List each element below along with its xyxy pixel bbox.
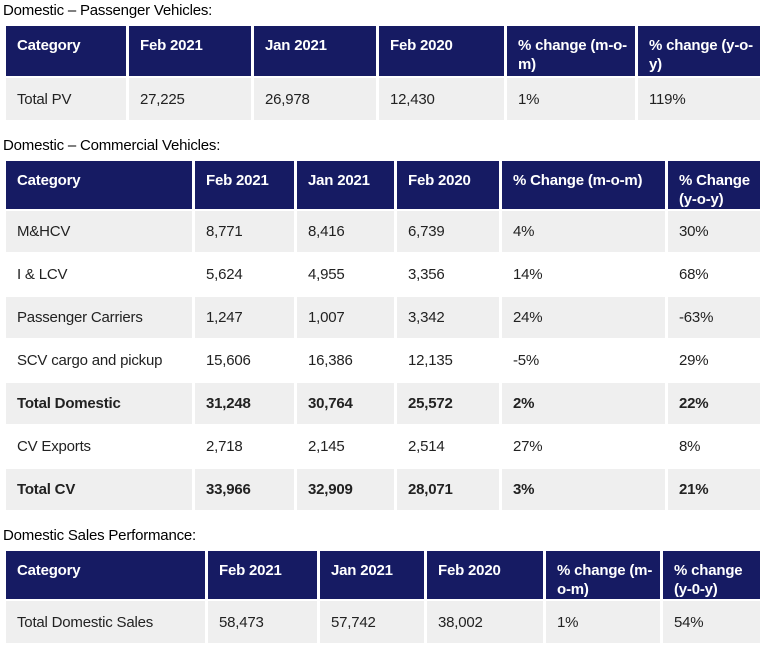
category-cell: Total CV	[3, 467, 195, 512]
category-cell: Total PV	[3, 76, 129, 122]
column-header-feb-2021: Feb 2021	[205, 549, 320, 601]
value-cell: 32,909	[294, 467, 397, 512]
value-cell: 30,764	[294, 381, 397, 426]
column-header-change-yoy: % Change (y-o-y)	[665, 159, 763, 211]
value-cell: 2,514	[394, 424, 502, 469]
table-row-total-domestic-sales: Total Domestic Sales 58,473 57,742 38,00…	[3, 599, 763, 645]
table-row-cv-exports: CV Exports 2,718 2,145 2,514 27% 8%	[3, 424, 763, 469]
category-cell: CV Exports	[3, 424, 195, 469]
value-cell: 4,955	[294, 252, 397, 297]
value-cell: 33,966	[192, 467, 297, 512]
value-cell: 12,430	[376, 76, 507, 122]
value-cell: 1%	[504, 76, 638, 122]
value-cell: 57,742	[317, 599, 427, 645]
value-cell: 8,416	[294, 209, 397, 254]
column-header-feb-2021: Feb 2021	[192, 159, 297, 211]
table-row-ilcv: I & LCV 5,624 4,955 3,356 14% 68%	[3, 252, 763, 297]
value-cell: 29%	[665, 338, 763, 383]
value-cell: 16,386	[294, 338, 397, 383]
vehicle-sales-report: Domestic – Passenger Vehicles: Category …	[3, 2, 763, 645]
value-cell: 30%	[665, 209, 763, 254]
value-cell: 31,248	[192, 381, 297, 426]
column-header-change-mom: % Change (m-o-m)	[499, 159, 668, 211]
value-cell: 1%	[543, 599, 663, 645]
value-cell: 1,007	[294, 295, 397, 340]
value-cell: 38,002	[424, 599, 546, 645]
value-cell: 8%	[665, 424, 763, 469]
table-row-passenger-carriers: Passenger Carriers 1,247 1,007 3,342 24%…	[3, 295, 763, 340]
section-title-domestic-sales-performance: Domestic Sales Performance:	[3, 527, 197, 544]
table-row-total-pv: Total PV 27,225 26,978 12,430 1% 119%	[3, 76, 763, 122]
category-cell: Total Domestic	[3, 381, 195, 426]
value-cell: 25,572	[394, 381, 502, 426]
column-header-category: Category	[3, 24, 129, 78]
table-row-scv-cargo-pickup: SCV cargo and pickup 15,606 16,386 12,13…	[3, 338, 763, 383]
column-header-category: Category	[3, 549, 208, 601]
header-row: Category Feb 2021 Jan 2021 Feb 2020 % ch…	[3, 24, 763, 78]
column-header-jan-2021: Jan 2021	[251, 24, 379, 78]
value-cell: 22%	[665, 381, 763, 426]
column-header-change-yoy: % change (y-o-y)	[635, 24, 763, 78]
value-cell: 54%	[660, 599, 763, 645]
value-cell: 21%	[665, 467, 763, 512]
column-header-jan-2021: Jan 2021	[317, 549, 427, 601]
value-cell: 2,145	[294, 424, 397, 469]
value-cell: 119%	[635, 76, 763, 122]
section-title-passenger-vehicles: Domestic – Passenger Vehicles:	[3, 2, 213, 19]
section-title-commercial-vehicles: Domestic – Commercial Vehicles:	[3, 137, 221, 154]
column-header-feb-2021: Feb 2021	[126, 24, 254, 78]
value-cell: 6,739	[394, 209, 502, 254]
category-cell: Total Domestic Sales	[3, 599, 208, 645]
category-cell: Passenger Carriers	[3, 295, 195, 340]
value-cell: 14%	[499, 252, 668, 297]
value-cell: 2,718	[192, 424, 297, 469]
column-header-category: Category	[3, 159, 195, 211]
value-cell: 1,247	[192, 295, 297, 340]
column-header-change-mom: % change (m-o-m)	[543, 549, 663, 601]
value-cell: 24%	[499, 295, 668, 340]
column-header-jan-2021: Jan 2021	[294, 159, 397, 211]
section-commercial-vehicles: Domestic – Commercial Vehicles: Category…	[3, 137, 763, 512]
column-header-feb-2020: Feb 2020	[394, 159, 502, 211]
value-cell: 2%	[499, 381, 668, 426]
value-cell: 68%	[665, 252, 763, 297]
column-header-change-mom: % change (m-o-m)	[504, 24, 638, 78]
value-cell: -63%	[665, 295, 763, 340]
value-cell: 28,071	[394, 467, 502, 512]
value-cell: 26,978	[251, 76, 379, 122]
table-row-total-cv: Total CV 33,966 32,909 28,071 3% 21%	[3, 467, 763, 512]
passenger-vehicles-table: Category Feb 2021 Jan 2021 Feb 2020 % ch…	[3, 24, 763, 122]
value-cell: 27,225	[126, 76, 254, 122]
section-domestic-sales-performance: Domestic Sales Performance: Category Feb…	[3, 527, 763, 645]
header-row: Category Feb 2021 Jan 2021 Feb 2020 % ch…	[3, 549, 763, 601]
column-header-feb-2020: Feb 2020	[424, 549, 546, 601]
value-cell: 8,771	[192, 209, 297, 254]
table-row-total-domestic: Total Domestic 31,248 30,764 25,572 2% 2…	[3, 381, 763, 426]
commercial-vehicles-table: Category Feb 2021 Jan 2021 Feb 2020 % Ch…	[3, 159, 763, 512]
value-cell: 12,135	[394, 338, 502, 383]
value-cell: 15,606	[192, 338, 297, 383]
column-header-change-yoy: % change (y-0-y)	[660, 549, 763, 601]
category-cell: SCV cargo and pickup	[3, 338, 195, 383]
value-cell: 3%	[499, 467, 668, 512]
category-cell: I & LCV	[3, 252, 195, 297]
domestic-sales-performance-table: Category Feb 2021 Jan 2021 Feb 2020 % ch…	[3, 549, 763, 645]
value-cell: 5,624	[192, 252, 297, 297]
value-cell: 3,356	[394, 252, 502, 297]
value-cell: 3,342	[394, 295, 502, 340]
value-cell: 58,473	[205, 599, 320, 645]
header-row: Category Feb 2021 Jan 2021 Feb 2020 % Ch…	[3, 159, 763, 211]
category-cell: M&HCV	[3, 209, 195, 254]
section-passenger-vehicles: Domestic – Passenger Vehicles: Category …	[3, 2, 763, 122]
value-cell: -5%	[499, 338, 668, 383]
value-cell: 4%	[499, 209, 668, 254]
column-header-feb-2020: Feb 2020	[376, 24, 507, 78]
value-cell: 27%	[499, 424, 668, 469]
table-row-mhcv: M&HCV 8,771 8,416 6,739 4% 30%	[3, 209, 763, 254]
